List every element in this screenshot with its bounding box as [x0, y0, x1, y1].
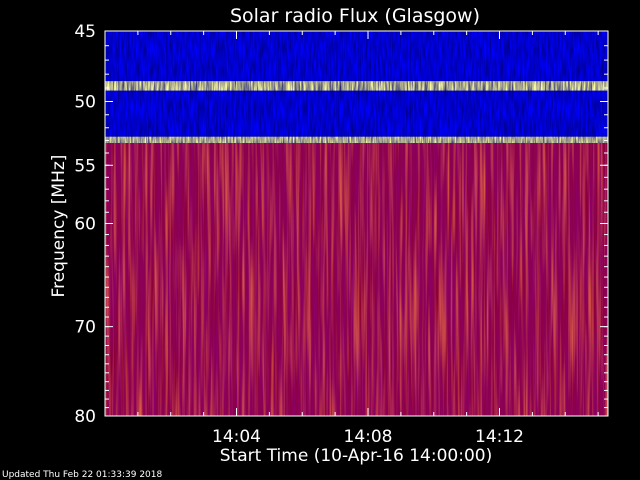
burst-texture	[105, 143, 608, 416]
x-axis-label: Start Time (10-Apr-16 14:00:00)	[220, 446, 492, 466]
y-tick-label: 80	[74, 407, 96, 427]
y-tick-label: 60	[74, 215, 96, 235]
low-band-texture	[105, 31, 608, 144]
x-tick-label: 14:08	[344, 427, 393, 447]
y-axis-label: Frequency [MHz]	[49, 155, 69, 298]
y-tick-label: 70	[74, 318, 96, 338]
x-axis-ticks: 14:04 14:08 14:12	[104, 31, 599, 447]
chart-title: Solar radio Flux (Glasgow)	[230, 5, 480, 27]
updated-footer: Updated Thu Feb 22 01:33:39 2018	[2, 470, 163, 480]
y-tick-label: 45	[74, 22, 96, 42]
plot-texture	[105, 31, 608, 416]
y-tick-label: 50	[74, 93, 96, 113]
x-tick-label: 14:04	[212, 427, 261, 447]
y-tick-label: 55	[74, 156, 96, 176]
x-tick-label: 14:12	[475, 427, 524, 447]
y-axis-ticks: 45 50 55 60 70 80	[74, 22, 608, 427]
